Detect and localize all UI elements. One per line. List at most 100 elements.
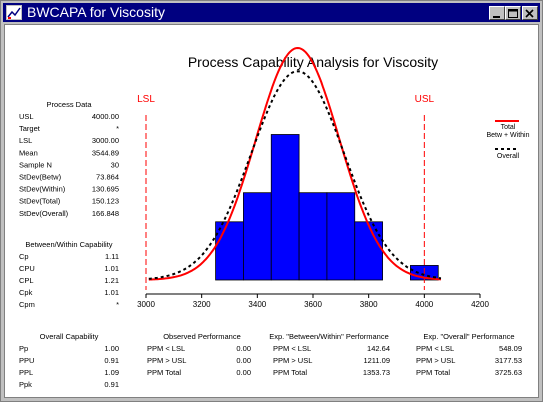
- overall-capability-value: 0.91: [104, 380, 119, 389]
- histogram-bar: [215, 221, 244, 281]
- between-within-value: *: [116, 300, 119, 309]
- observed-label: PPM Total: [147, 368, 181, 377]
- observed-label: PPM < LSL: [147, 344, 185, 353]
- process-data-label: Target: [19, 124, 41, 133]
- exp-bw-value: 142.64: [367, 344, 390, 353]
- exp-overall-value: 3725.63: [495, 368, 522, 377]
- x-tick-label: 3200: [193, 300, 211, 309]
- process-data-label: StDev(Overall): [19, 209, 69, 218]
- overall-capability-label: Pp: [19, 344, 28, 353]
- process-data-value: 4000.00: [92, 112, 119, 121]
- exp-overall-label: PPM < LSL: [416, 344, 454, 353]
- x-tick-label: 4200: [471, 300, 489, 309]
- legend-total-label: Total: [501, 124, 516, 131]
- minimize-button[interactable]: [489, 6, 505, 20]
- overall-capability-table: Pp 1.00 PPU 0.91 PPL 1.09 Ppk 0.91: [19, 344, 119, 389]
- exp-bw-heading: Exp. "Between/Within" Performance: [269, 332, 389, 341]
- process-data-value: 150.123: [92, 197, 119, 206]
- overall-capability-heading: Overall Capability: [40, 332, 99, 341]
- legend-overall-label: Overall: [497, 153, 520, 160]
- process-data-label: StDev(Betw): [19, 173, 62, 182]
- overall-capability-value: 1.00: [104, 344, 119, 353]
- exp-overall-heading: Exp. "Overall" Performance: [423, 332, 514, 341]
- process-data-value: 3000.00: [92, 136, 119, 145]
- between-within-value: 1.11: [105, 252, 119, 261]
- spec-limit-label: USL: [415, 94, 435, 105]
- process-data-label: USL: [19, 112, 34, 121]
- between-within-label: CPU: [19, 264, 35, 273]
- observed-value: 0.00: [236, 368, 251, 377]
- exp-overall-value: 3177.53: [495, 356, 522, 365]
- histogram-bar: [326, 192, 356, 281]
- histogram-bar: [243, 192, 272, 281]
- observed-label: PPM > USL: [147, 356, 186, 365]
- overall-capability-label: PPU: [19, 356, 34, 365]
- x-tick-label: 3600: [304, 300, 322, 309]
- process-data-value: 30: [111, 160, 119, 169]
- title-bar[interactable]: BWCAPA for Viscosity: [3, 3, 540, 22]
- exp-overall-label: PPM > USL: [416, 356, 455, 365]
- exp-bw-table: PPM < LSL 142.64 PPM > USL 1211.09 PPM Total…: [273, 344, 390, 377]
- exp-overall-table: PPM < LSL 548.09 PPM > USL 3177.53 PPM Total…: [416, 344, 522, 377]
- process-data-label: StDev(Total): [19, 197, 61, 206]
- x-tick-label: 4000: [415, 300, 433, 309]
- observed-value: 0.00: [236, 356, 251, 365]
- chart-icon[interactable]: [6, 5, 22, 20]
- process-data-value: 130.695: [92, 185, 119, 194]
- between-within-label: CPL: [19, 276, 34, 285]
- x-tick-label: 3400: [248, 300, 266, 309]
- between-within-value: 1.21: [104, 276, 119, 285]
- window-title: BWCAPA for Viscosity: [27, 4, 165, 20]
- between-within-heading: Between/Within Capability: [25, 240, 112, 249]
- overall-capability-value: 1.09: [104, 368, 119, 377]
- x-tick-label: 3800: [360, 300, 378, 309]
- exp-bw-value: 1353.73: [363, 368, 390, 377]
- overall-capability-value: 0.91: [104, 356, 119, 365]
- process-data-value: 3544.89: [92, 148, 119, 157]
- histogram-bar: [354, 221, 383, 281]
- exp-overall-value: 548.09: [499, 344, 522, 353]
- between-within-table: Cp 1.11 CPU 1.01 CPL 1.21 Cpk 1.01 Cpm *: [19, 252, 119, 309]
- between-within-label: Cpm: [19, 300, 35, 309]
- process-data-value: 73.864: [96, 173, 119, 182]
- overall-curve: [148, 70, 442, 280]
- x-tick-label: 3000: [137, 300, 155, 309]
- process-data-label: Mean: [19, 148, 38, 157]
- between-within-label: Cpk: [19, 288, 33, 297]
- capability-chart: Process Capability Analysis for Viscosit…: [19, 46, 530, 389]
- process-data-value: 166.848: [92, 209, 119, 218]
- process-data-label: Sample N: [19, 160, 52, 169]
- maximize-button[interactable]: [505, 6, 521, 20]
- process-data-heading: Process Data: [46, 100, 92, 109]
- exp-overall-label: PPM Total: [416, 368, 450, 377]
- maximize-icon: [508, 9, 518, 18]
- process-data-label: StDev(Within): [19, 185, 66, 194]
- spec-limit-label: LSL: [137, 94, 155, 105]
- overall-capability-label: PPL: [19, 368, 33, 377]
- histogram-bar: [270, 134, 300, 281]
- minimize-icon: [493, 16, 500, 18]
- legend: Total Betw + Within Overall: [487, 120, 530, 160]
- process-data-label: LSL: [19, 136, 32, 145]
- total-curve: [148, 46, 442, 281]
- exp-bw-label: PPM Total: [273, 368, 307, 377]
- observed-table: PPM < LSL 0.00 PPM > USL 0.00 PPM Total 0.00: [147, 344, 251, 377]
- graph-area: Process Capability Analysis for Viscosit…: [4, 24, 539, 398]
- between-within-value: 1.01: [104, 288, 119, 297]
- histogram-plot: LSL USL 3000 3200 3400 3600 3800 4000 4200: [137, 46, 489, 309]
- close-button[interactable]: [522, 6, 538, 20]
- observed-heading: Observed Performance: [163, 332, 241, 341]
- close-icon: [525, 9, 534, 18]
- between-within-label: Cp: [19, 252, 29, 261]
- between-within-value: 1.01: [104, 264, 119, 273]
- overall-capability-label: Ppk: [19, 380, 32, 389]
- process-data-value: *: [116, 124, 119, 133]
- histogram-bar: [298, 192, 328, 281]
- observed-value: 0.00: [236, 344, 251, 353]
- exp-bw-value: 1211.09: [363, 356, 390, 365]
- process-data-table: USL 4000.00 Target * LSL 3000.00 Mean 3544.89 Sa…: [19, 112, 119, 218]
- exp-bw-label: PPM < LSL: [273, 344, 311, 353]
- exp-bw-label: PPM > USL: [273, 356, 312, 365]
- legend-total-label-2: Betw + Within: [487, 132, 530, 139]
